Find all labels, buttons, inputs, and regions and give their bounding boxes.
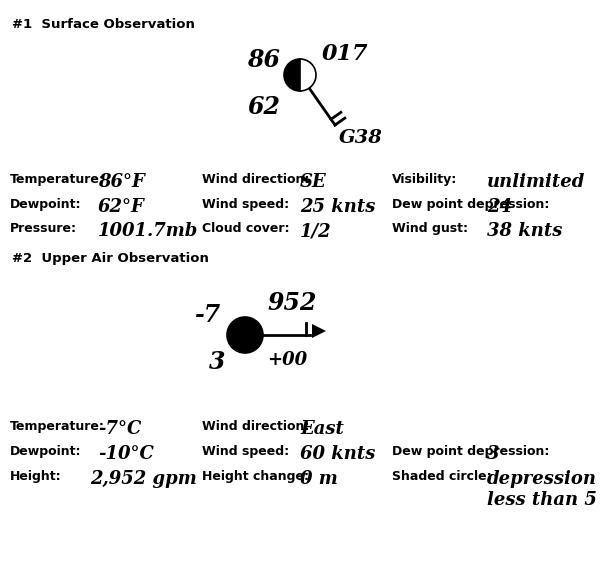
Text: Dew point depression:: Dew point depression: — [392, 445, 550, 458]
Text: Dewpoint:: Dewpoint: — [10, 198, 82, 211]
Text: +00: +00 — [267, 351, 307, 369]
Text: 3: 3 — [487, 445, 499, 463]
Text: Temperature:: Temperature: — [10, 420, 105, 433]
Text: 952: 952 — [267, 291, 317, 315]
Text: -7: -7 — [194, 303, 220, 327]
Text: Wind speed:: Wind speed: — [202, 198, 289, 211]
Text: Wind direction:: Wind direction: — [202, 173, 310, 186]
Text: depression
less than 5: depression less than 5 — [487, 470, 597, 509]
Text: 25 knts: 25 knts — [300, 198, 376, 216]
Text: 1001.7mb: 1001.7mb — [98, 222, 199, 240]
Text: 86°F: 86°F — [98, 173, 145, 191]
Text: 38 knts: 38 knts — [487, 222, 562, 240]
Text: Height:: Height: — [10, 470, 62, 483]
Text: 62°F: 62°F — [98, 198, 145, 216]
Text: 24: 24 — [487, 198, 512, 216]
Text: 2,952 gpm: 2,952 gpm — [90, 470, 197, 488]
Circle shape — [227, 317, 263, 353]
Text: Temperature:: Temperature: — [10, 173, 105, 186]
Text: Pressure:: Pressure: — [10, 222, 77, 235]
Text: #2  Upper Air Observation: #2 Upper Air Observation — [12, 252, 209, 265]
Text: 62: 62 — [247, 95, 280, 119]
Text: Wind speed:: Wind speed: — [202, 445, 289, 458]
Wedge shape — [300, 59, 316, 91]
Text: Visibility:: Visibility: — [392, 173, 457, 186]
Text: 0 m: 0 m — [300, 470, 338, 488]
Text: Height change:: Height change: — [202, 470, 309, 483]
Text: SE: SE — [300, 173, 327, 191]
Wedge shape — [284, 59, 300, 91]
Text: unlimited: unlimited — [487, 173, 586, 191]
Polygon shape — [312, 324, 326, 338]
Text: #1  Surface Observation: #1 Surface Observation — [12, 18, 195, 31]
Text: Shaded circle:: Shaded circle: — [392, 470, 491, 483]
Text: 60 knts: 60 knts — [300, 445, 376, 463]
Text: 86: 86 — [247, 48, 280, 72]
Text: 1/2: 1/2 — [300, 222, 332, 240]
Text: Dew point depression:: Dew point depression: — [392, 198, 550, 211]
Text: -10°C: -10°C — [98, 445, 154, 463]
Text: Wind gust:: Wind gust: — [392, 222, 468, 235]
Text: G38: G38 — [339, 129, 383, 147]
Text: 3: 3 — [209, 350, 225, 374]
Text: Wind direction:: Wind direction: — [202, 420, 310, 433]
Text: Dewpoint:: Dewpoint: — [10, 445, 82, 458]
Text: -7°C: -7°C — [98, 420, 142, 438]
Text: Cloud cover:: Cloud cover: — [202, 222, 290, 235]
Text: 017: 017 — [322, 43, 368, 65]
Text: East: East — [300, 420, 344, 438]
